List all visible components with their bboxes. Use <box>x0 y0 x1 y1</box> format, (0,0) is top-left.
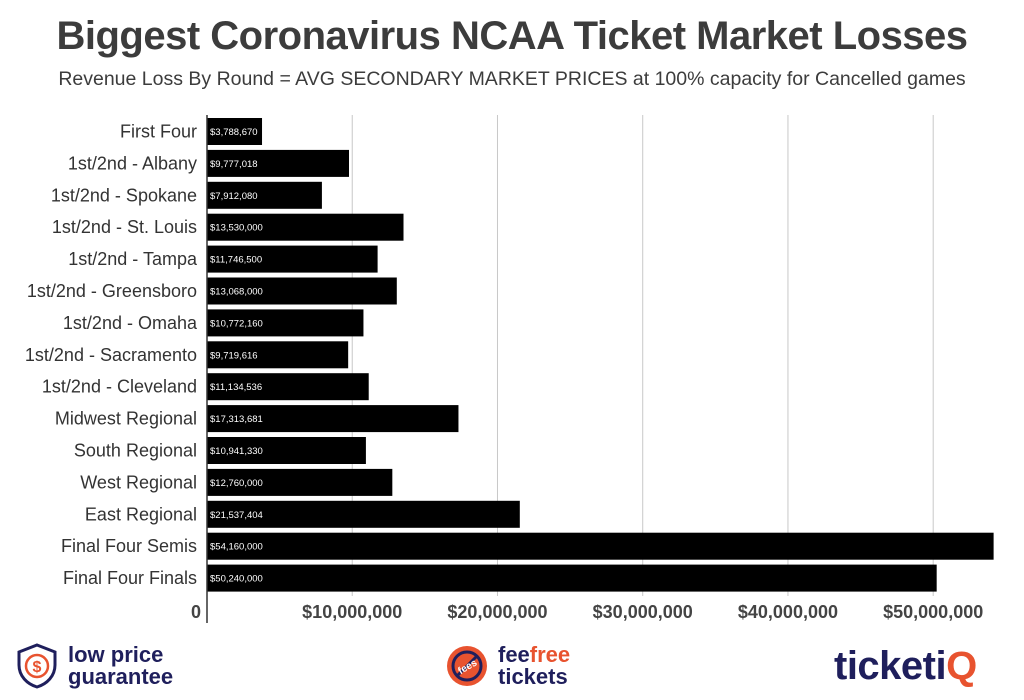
data-label: $12,760,000 <box>210 478 263 489</box>
category-label: First Four <box>120 122 197 142</box>
fee-free-line1: feefree <box>498 644 570 666</box>
chart-title: Biggest Coronavirus NCAA Ticket Market L… <box>56 14 968 58</box>
x-tick-label: 0 <box>191 602 201 622</box>
data-label: $3,788,670 <box>210 127 258 138</box>
bars <box>207 118 994 592</box>
category-label: 1st/2nd - St. Louis <box>52 217 197 237</box>
bar <box>207 564 937 592</box>
data-label: $7,912,080 <box>210 191 258 202</box>
bar <box>207 341 349 369</box>
bar <box>207 149 349 177</box>
x-tick-label: $30,000,000 <box>593 602 693 622</box>
data-label: $9,719,616 <box>210 350 258 361</box>
category-label: West Regional <box>80 472 197 492</box>
category-label: South Regional <box>74 441 197 461</box>
bar <box>207 373 369 401</box>
ticketiq-wordmark: ticketiQ <box>834 644 977 689</box>
bar <box>207 437 366 464</box>
bar <box>207 532 994 560</box>
data-label: $13,530,000 <box>210 223 263 234</box>
bar <box>207 245 378 273</box>
data-label: $9,777,018 <box>210 159 258 170</box>
fee-free-tickets[interactable]: fees feefree tickets <box>444 640 570 692</box>
category-label: 1st/2nd - Spokane <box>51 185 197 205</box>
data-label: $13,068,000 <box>210 287 263 298</box>
data-label: $54,160,000 <box>210 542 263 553</box>
x-tick-label: $40,000,000 <box>738 602 838 622</box>
ticketiq-q: Q <box>946 643 977 688</box>
bar <box>207 277 397 305</box>
ticketiq-logo[interactable]: ticketiQ <box>834 640 977 692</box>
bar <box>207 468 393 496</box>
bar <box>207 405 459 433</box>
category-label: Midwest Regional <box>55 409 197 429</box>
data-label: $10,772,160 <box>210 318 263 329</box>
data-label: $17,313,681 <box>210 414 263 425</box>
category-label: 1st/2nd - Tampa <box>68 249 198 269</box>
category-label: 1st/2nd - Omaha <box>63 313 198 333</box>
shield-dollar-icon: $ <box>17 643 57 689</box>
no-fees-icon: fees <box>447 646 487 686</box>
category-label: Final Four Semis <box>61 536 197 556</box>
category-label: East Regional <box>85 504 197 524</box>
bar-chart: 0 $10,000,000 $20,000,000 $30,000,000 $40,00… <box>25 115 994 623</box>
category-label: 1st/2nd - Cleveland <box>42 377 197 397</box>
low-price-line1: low price <box>68 642 164 667</box>
fee-free-free: free <box>529 642 571 667</box>
bar <box>207 309 364 337</box>
data-label: $21,537,404 <box>210 510 263 521</box>
bar <box>207 213 404 241</box>
data-label: $11,134,536 <box>210 382 262 393</box>
fee-free-fee: fee <box>498 642 530 667</box>
bar <box>207 118 263 145</box>
low-price-guarantee[interactable]: $ low price guarantee <box>16 640 173 692</box>
category-label: 1st/2nd - Albany <box>68 153 197 173</box>
fee-free-line2: tickets <box>498 664 568 689</box>
data-label: $11,746,500 <box>210 255 262 266</box>
bar <box>207 181 322 209</box>
labels: 0 $10,000,000 $20,000,000 $30,000,000 $40,00… <box>25 115 983 623</box>
x-tick-label: $10,000,000 <box>302 602 402 622</box>
data-label: $10,941,330 <box>210 446 263 457</box>
data-label: $50,240,000 <box>210 574 263 585</box>
svg-text:$: $ <box>33 659 42 676</box>
low-price-line2: guarantee <box>68 664 174 689</box>
category-label: 1st/2nd - Greensboro <box>27 281 197 301</box>
category-label: 1st/2nd - Sacramento <box>25 345 197 365</box>
ticketiq-text: ticketi <box>834 643 947 688</box>
x-tick-label: $50,000,000 <box>883 602 983 622</box>
chart-subtitle: Revenue Loss By Round = AVG SECONDARY MA… <box>58 68 966 90</box>
category-label: Final Four Finals <box>63 568 197 588</box>
x-tick-label: $20,000,000 <box>447 602 547 622</box>
bar <box>207 500 520 528</box>
